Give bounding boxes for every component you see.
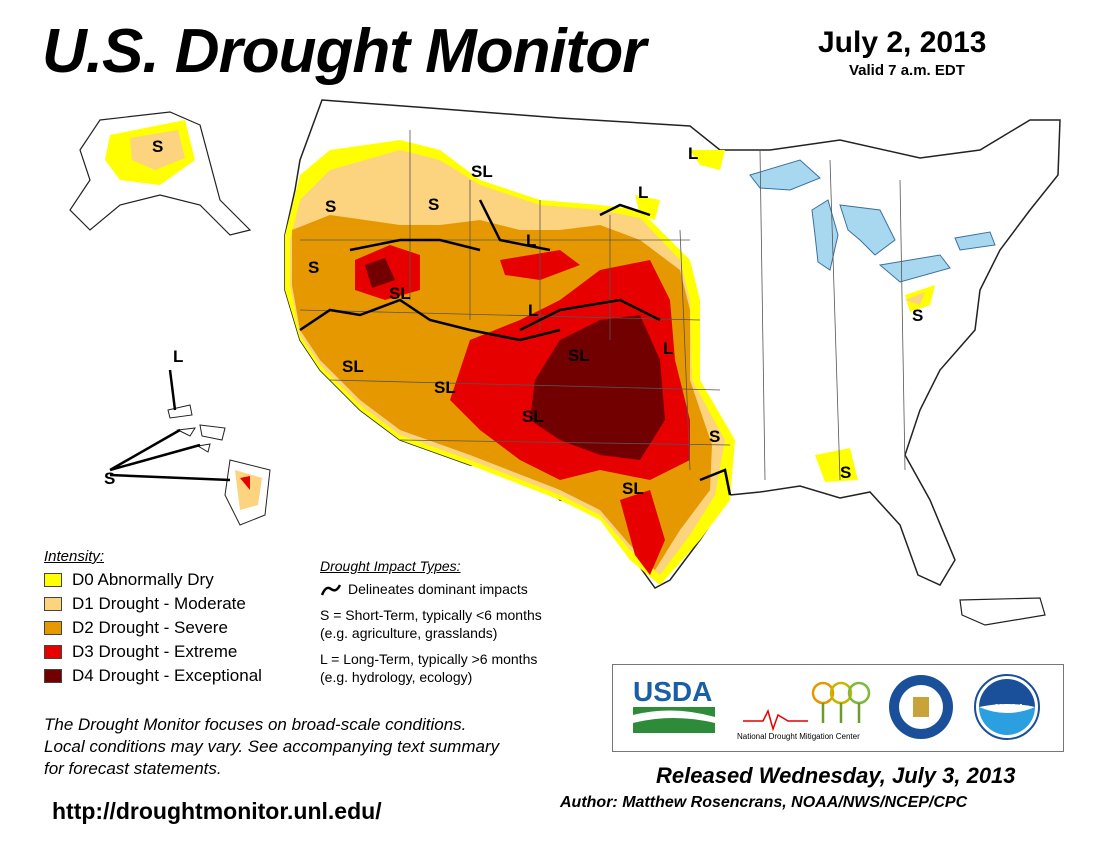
legend-item-label: D3 Drought - Extreme: [72, 642, 238, 661]
d1-swatch: [44, 597, 62, 611]
partner-logos: USDA National Drought Mitigation Center: [612, 664, 1064, 752]
d0-swatch: [44, 573, 62, 587]
map-date: July 2, 2013: [818, 26, 987, 59]
region-label: SL: [471, 162, 493, 181]
region-label: S: [912, 306, 923, 325]
legend-item-label: D1 Drought - Moderate: [72, 594, 246, 613]
state-boundaries: [299, 130, 906, 481]
legend-item: D0 Abnormally Dry: [44, 568, 324, 592]
alaska-d1: [130, 130, 185, 170]
commerce-seal-logo: [889, 675, 953, 739]
intensity-legend: Intensity: D0 Abnormally Dry D1 Drought …: [44, 548, 324, 688]
note-line: The Drought Monitor focuses on broad-sca…: [44, 715, 467, 734]
d4-areas: [365, 258, 665, 460]
region-label: S: [308, 258, 319, 277]
ndmc-logo: National Drought Mitigation Center: [737, 681, 871, 741]
region-label: SL: [622, 479, 644, 498]
region-label: SL: [342, 357, 364, 376]
noaa-logo: NOAA: [974, 674, 1040, 740]
hawaii-islands: [167, 404, 271, 526]
region-label: SL: [389, 284, 411, 303]
disclaimer-note: The Drought Monitor focuses on broad-sca…: [44, 714, 604, 780]
region-label: S: [325, 197, 336, 216]
region-label: L: [528, 301, 538, 320]
note-line: Local conditions may vary. See accompany…: [44, 737, 500, 756]
region-labels: S SL S L L S L S SL L L SL SL SL SL S S …: [104, 137, 923, 498]
hawaii-d3: [240, 476, 250, 490]
region-label: L: [663, 339, 673, 358]
d2-swatch: [44, 621, 62, 635]
delineates-row: Delineates dominant impacts: [320, 580, 610, 598]
region-label: S: [428, 195, 439, 214]
legend-item-label: D2 Drought - Severe: [72, 618, 228, 637]
note-line: for forecast statements.: [44, 759, 222, 778]
legend-title: Intensity:: [44, 548, 105, 565]
long-term-example: (e.g. hydrology, ecology): [320, 669, 473, 685]
released-date: Released Wednesday, July 3, 2013: [656, 763, 1016, 788]
region-label: SL: [434, 378, 456, 397]
legend-item: D3 Drought - Extreme: [44, 640, 324, 664]
long-term-label: L = Long-Term, typically >6 months: [320, 651, 538, 667]
author-credit: Author: Matthew Rosencrans, NOAA/NWS/NCE…: [560, 794, 968, 811]
region-label: SL: [522, 407, 544, 426]
region-label: L: [688, 144, 698, 163]
drought-map: S SL S L L S L S SL L L SL SL SL SL S S …: [69, 99, 1061, 626]
d4-swatch: [44, 669, 62, 683]
impact-boundaries: [109, 199, 732, 496]
region-label: L: [526, 231, 536, 250]
short-term-label: S = Short-Term, typically <6 months: [320, 607, 542, 623]
svg-text:NOAA: NOAA: [995, 703, 1024, 714]
website-link[interactable]: http://droughtmonitor.unl.edu/: [52, 798, 382, 824]
region-label: S: [152, 137, 163, 156]
svg-text:National Drought Mitigation Ce: National Drought Mitigation Center: [737, 732, 860, 741]
region-label: L: [638, 183, 648, 202]
region-label: S: [840, 463, 851, 482]
legend-item: D1 Drought - Moderate: [44, 592, 324, 616]
usda-logo: USDA: [633, 676, 715, 733]
legend-item: D2 Drought - Severe: [44, 616, 324, 640]
impact-line-icon: [320, 584, 342, 596]
impact-title: Drought Impact Types:: [320, 558, 461, 574]
region-label: SL: [568, 346, 590, 365]
short-term-example: (e.g. agriculture, grasslands): [320, 625, 498, 641]
page-title: U.S. Drought Monitor: [42, 17, 646, 86]
puerto-rico-outline: [959, 597, 1046, 626]
region-label: S: [104, 469, 115, 488]
legend-item: D4 Drought - Exceptional: [44, 664, 324, 688]
region-label: S: [709, 427, 720, 446]
legend-item-label: D0 Abnormally Dry: [72, 570, 214, 589]
impact-legend: Drought Impact Types: Delineates dominan…: [320, 558, 610, 686]
delineates-label: Delineates dominant impacts: [348, 581, 528, 597]
logos-graphic: USDA National Drought Mitigation Center: [633, 674, 1040, 741]
d3-swatch: [44, 645, 62, 659]
region-label: L: [173, 347, 183, 366]
valid-time: Valid 7 a.m. EDT: [849, 62, 965, 79]
legend-item-label: D4 Drought - Exceptional: [72, 666, 262, 685]
svg-text:USDA: USDA: [633, 676, 712, 707]
